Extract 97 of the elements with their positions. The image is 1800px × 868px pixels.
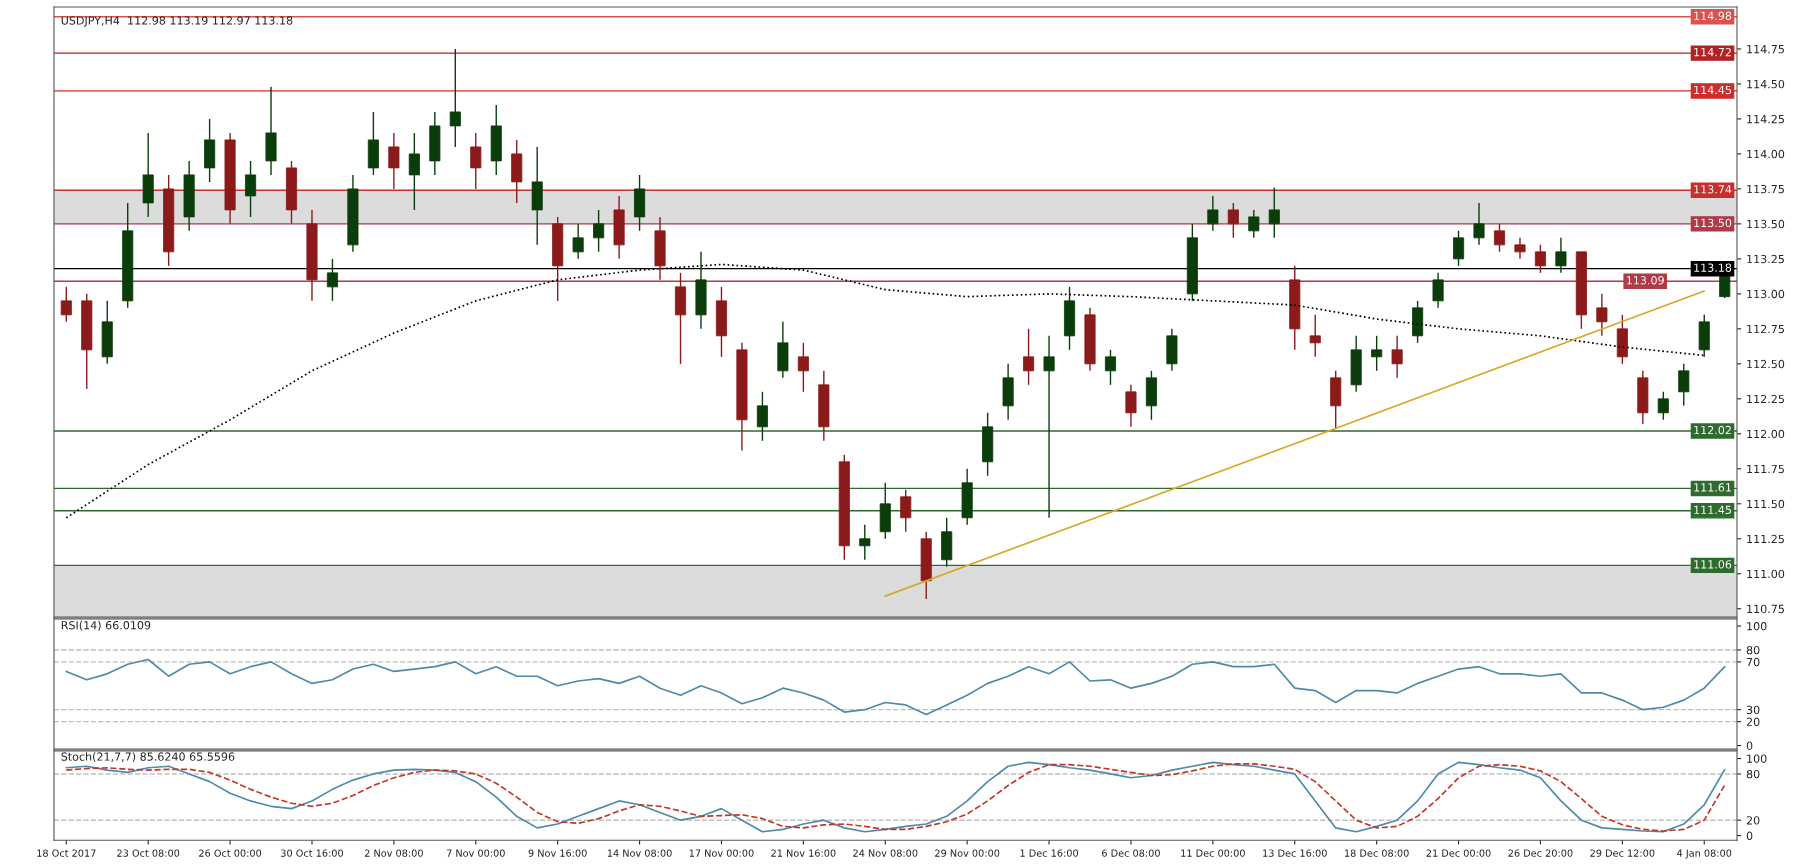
candlestick [1493, 223, 1506, 253]
x-tick-label: 17 Nov 00:00 [689, 849, 754, 857]
x-tick-label: 9 Nov 16:00 [528, 849, 587, 857]
y-tick-label: 112.50 [1747, 359, 1785, 369]
x-tick-label: 18 Dec 08:00 [1345, 849, 1409, 857]
y-tick-label: 112.75 [1747, 324, 1784, 334]
x-tick-label: 4 Jan 08:00 [1677, 849, 1732, 859]
y-tick-label: 80 [1746, 769, 1760, 779]
candlestick [1453, 230, 1465, 267]
candlestick [1596, 293, 1608, 337]
y-tick-label: 112.25 [1747, 394, 1784, 404]
candlestick [1227, 202, 1239, 239]
candlestick [1248, 209, 1260, 239]
x-tick-label: 14 Nov 08:00 [607, 849, 672, 857]
ref-line-label: 114.45 [1694, 85, 1731, 95]
x-tick-label: 1 Dec 16:00 [1020, 849, 1079, 857]
candlestick [1555, 237, 1567, 274]
ref-line-label: 111.61 [1694, 483, 1731, 492]
candlestick [859, 524, 871, 561]
candlestick [326, 258, 338, 302]
candlestick [756, 391, 768, 442]
candlestick [1043, 335, 1055, 519]
chart-title: RSI(14) 66.0109 [61, 620, 151, 631]
ref-line-label: 113.50 [1694, 218, 1732, 228]
x-tick-label: 21 Nov 16:00 [771, 849, 836, 857]
y-tick-label: 111.00 [1747, 569, 1785, 579]
y-tick-label: 111.75 [1747, 464, 1784, 474]
candlestick [60, 286, 72, 323]
x-tick-label: 26 Dec 20:00 [1508, 849, 1573, 857]
x-tick-label: 30 Oct 16:00 [281, 849, 344, 857]
candlestick [1514, 237, 1526, 260]
y-tick-label: 112.00 [1747, 429, 1785, 439]
candlestick [1657, 391, 1669, 421]
y-tick-label: 114.00 [1747, 149, 1785, 159]
y-tick-label: 30 [1746, 705, 1760, 715]
candlestick [388, 132, 400, 190]
y-tick-label: 113.50 [1747, 219, 1785, 229]
y-tick-label: 20 [1746, 717, 1760, 726]
ref-line-label: 114.72 [1694, 47, 1731, 57]
candlestick [245, 160, 257, 218]
x-tick-label: 21 Dec 00:00 [1426, 849, 1491, 857]
y-tick-label: 0 [1746, 831, 1753, 840]
x-tick-label: 13 Dec 16:00 [1263, 849, 1327, 857]
ref-line-label: 111.06 [1694, 560, 1732, 569]
candlestick [449, 48, 461, 148]
candlestick [1432, 272, 1444, 309]
candlestick [1678, 363, 1690, 407]
y-tick-label: 100 [1747, 754, 1767, 763]
y-tick-label: 0 [1746, 741, 1753, 750]
line-series [65, 658, 1726, 716]
candlestick [1534, 244, 1546, 274]
y-tick-label: 114.75 [1747, 45, 1784, 54]
y-tick-label: 113.25 [1747, 254, 1784, 264]
x-tick-label: 23 Oct 08:00 [117, 849, 180, 857]
ref-line-label: 112.02 [1694, 425, 1731, 435]
candlestick [1371, 335, 1383, 372]
ref-line-label: 113.74 [1694, 185, 1732, 194]
ref-line-label: 113.09 [1626, 276, 1664, 285]
candlestick [1125, 384, 1137, 428]
ref-line-label: 114.98 [1694, 11, 1732, 20]
y-tick-label: 111.50 [1747, 499, 1785, 509]
candlestick [572, 223, 584, 260]
candlestick [1391, 335, 1403, 379]
candlestick [408, 132, 420, 211]
y-tick-label: 80 [1746, 645, 1760, 655]
y-tick-label: 20 [1746, 816, 1760, 825]
candlestick [1207, 195, 1219, 232]
y-tick-label: 113.75 [1747, 184, 1784, 194]
x-tick-label: 2 Nov 08:00 [364, 849, 423, 857]
x-tick-label: 6 Dec 08:00 [1102, 849, 1160, 857]
y-tick-label: 111.25 [1747, 534, 1784, 544]
x-tick-label: 29 Nov 00:00 [935, 849, 1000, 857]
y-tick-label: 114.25 [1747, 114, 1784, 124]
candlestick [593, 209, 605, 253]
chart-title: Stoch(21,7,7) 85.6240 65.5596 [61, 752, 235, 763]
y-tick-label: 100 [1747, 622, 1767, 631]
candlestick [1104, 349, 1117, 386]
x-tick-label: 26 Oct 00:00 [199, 849, 262, 857]
candlestick [900, 489, 912, 533]
text: USDJPY,H4 112.98 113.19 112.97 113.18 [61, 16, 293, 27]
ref-line-label: 113.18 [1694, 263, 1732, 272]
candlestick [1268, 186, 1280, 239]
y-tick-label: 110.75 [1747, 604, 1784, 614]
y-tick-label: 114.50 [1747, 79, 1785, 89]
x-tick-label: 29 Dec 12:00 [1590, 849, 1655, 857]
x-tick-label: 11 Dec 00:00 [1181, 849, 1245, 857]
candlestick [797, 342, 809, 393]
candlestick [1023, 328, 1035, 386]
x-tick-label: 18 Oct 2017 [37, 849, 96, 857]
candlestick [1309, 314, 1321, 358]
x-tick-label: 7 Nov 00:00 [446, 849, 505, 857]
y-tick-label: 70 [1746, 657, 1760, 667]
candlestick [470, 132, 482, 190]
candlestick [1473, 202, 1485, 246]
y-tick-label: 113.00 [1747, 289, 1785, 299]
x-tick-label: 24 Nov 08:00 [853, 849, 918, 857]
ref-line-label: 111.45 [1694, 505, 1731, 515]
